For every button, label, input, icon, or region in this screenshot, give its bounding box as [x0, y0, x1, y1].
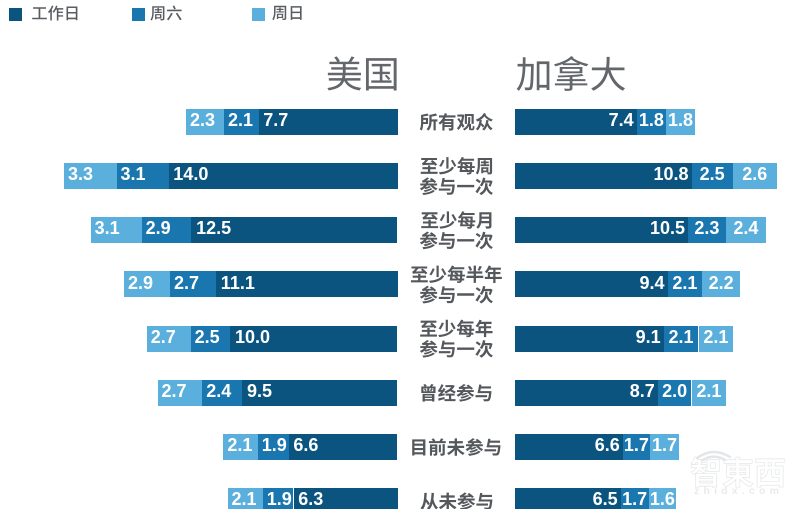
svg-text:zhidx.com: zhidx.com — [694, 485, 783, 497]
